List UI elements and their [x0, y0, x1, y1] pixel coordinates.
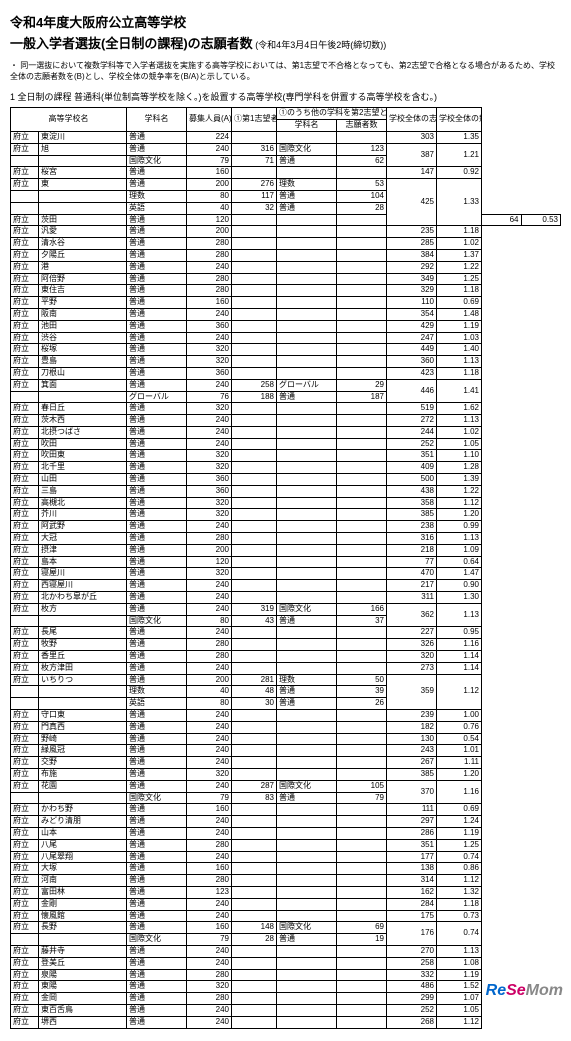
table-row: 府立北千里普通3204091.28: [11, 462, 561, 474]
title-line1: 令和4年度大阪府公立高等学校: [10, 12, 561, 31]
table-row: 府立大冠普通2803161.13: [11, 533, 561, 545]
table-row: 府立泉陽普通2803321.19: [11, 969, 561, 981]
table-row: 府立高槻北普通3203581.12: [11, 497, 561, 509]
table-row: 府立渋谷普通2402471.03: [11, 332, 561, 344]
table-row: 府立桜宮普通1601470.92: [11, 167, 561, 179]
col-choice1: ①第1志望者数: [232, 108, 277, 132]
col-choice2-head: ①のうち他の学科を第2志望としている者の数: [277, 108, 387, 120]
table-row: 府立阿倍野普通2803491.25: [11, 273, 561, 285]
table-row: 府立寝屋川普通3204701.47: [11, 568, 561, 580]
table-row: 府立島本普通120770.64: [11, 556, 561, 568]
table-row: 府立藤井寺普通2402701.13: [11, 945, 561, 957]
table-row: 府立緑風冠普通2402431.01: [11, 745, 561, 757]
table-row: 府立吹田東普通3203511.10: [11, 450, 561, 462]
table-row: 府立富田林普通1231621.32: [11, 886, 561, 898]
table-row: 府立東淀川普通2243031.35: [11, 131, 561, 143]
section-heading: 1 全日制の課程 普通科(単位制高等学校を除く。)を設置する高等学校(専門学科を…: [10, 90, 561, 103]
table-row: 府立堺西普通2402681.12: [11, 1016, 561, 1028]
table-row: 府立枚方普通240319国際文化1663621.13: [11, 603, 561, 615]
table-row: 府立箕面普通240258グローバル294461.41: [11, 379, 561, 391]
table-row: 府立東百舌鳥普通2402521.05: [11, 1004, 561, 1016]
table-row: 府立登美丘普通2402581.08: [11, 957, 561, 969]
table-row: 府立三島普通3604381.22: [11, 485, 561, 497]
title-line2: 一般入学者選抜(全日制の課程)の志願者数: [10, 36, 253, 51]
table-row: 府立旭普通240316国際文化1233871.21: [11, 143, 561, 155]
table-row: 府立豊島普通3203601.13: [11, 356, 561, 368]
table-row: 府立長野普通160148国際文化691760.74: [11, 922, 561, 934]
table-row: 府立金岡普通2802991.07: [11, 993, 561, 1005]
note-1: ・ 同一選抜において複数学科等で入学者選抜を実施する高等学校においては、第1志望…: [10, 60, 561, 82]
col-capacity: 募集人員(A): [187, 108, 232, 132]
col-choice2-dept: 学科名: [277, 120, 337, 132]
subtitle: (令和4年3月4日午後2時(締切数)): [255, 40, 386, 50]
table-row: 府立北摂つばさ普通2402441.02: [11, 426, 561, 438]
table-row: 府立北かわち皐が丘普通2403111.30: [11, 592, 561, 604]
table-row: 府立平野普通1601100.69: [11, 297, 561, 309]
col-ratio: 学校全体の競争率(B/A)*: [437, 108, 482, 132]
table-row: 府立交野普通2402671.11: [11, 757, 561, 769]
table-row: 府立吹田普通2402521.05: [11, 438, 561, 450]
table-row: 府立阪南普通2403541.48: [11, 308, 561, 320]
applicants-table: 高等学校名 学科名 募集人員(A) ①第1志望者数 ①のうち他の学科を第2志望と…: [10, 107, 561, 1028]
table-row: 府立池田普通3604291.19: [11, 320, 561, 332]
table-row: 府立枚方津田普通2402731.14: [11, 662, 561, 674]
table-row: 府立芥川普通3203851.20: [11, 509, 561, 521]
table-row: 府立河南普通2803141.12: [11, 875, 561, 887]
table-row: 府立東普通200276理数534251.33: [11, 179, 561, 191]
table-row: 府立布施普通3203851.20: [11, 769, 561, 781]
table-row: 府立牧野普通2803261.16: [11, 639, 561, 651]
table-row: 府立阿武野普通2402380.99: [11, 521, 561, 533]
table-row: 府立八尾翠翔普通2401770.74: [11, 851, 561, 863]
table-row: 府立いちりつ普通200281理数503591.12: [11, 674, 561, 686]
table-row: 府立汎愛普通2002351.18: [11, 226, 561, 238]
col-totalb: 学校全体の志願者数(B)*: [387, 108, 437, 132]
col-school: 高等学校名: [11, 108, 127, 132]
table-row: 府立清水谷普通2802851.02: [11, 238, 561, 250]
table-row: 府立桜塚普通3204491.40: [11, 344, 561, 356]
table-row: 府立山本普通2402861.19: [11, 827, 561, 839]
col-choice2-num: 志願者数: [337, 120, 387, 132]
table-row: 府立東陽普通3204861.52: [11, 981, 561, 993]
table-row: 府立門真西普通2401820.76: [11, 721, 561, 733]
table-row: 府立刀根山普通3604231.18: [11, 367, 561, 379]
table-row: 府立山田普通3605001.39: [11, 474, 561, 486]
table-row: 府立大塚普通1601380.86: [11, 863, 561, 875]
table-row: 府立長尾普通2402270.95: [11, 627, 561, 639]
table-row: 府立春日丘普通3205191.62: [11, 403, 561, 415]
table-row: 府立夕陽丘普通2803841.37: [11, 249, 561, 261]
table-row: 府立みどり清朋普通2402971.24: [11, 816, 561, 828]
table-row: 府立東住吉普通2803291.18: [11, 285, 561, 297]
table-row: 府立守口東普通2402391.00: [11, 710, 561, 722]
table-row: 府立野崎普通2401300.54: [11, 733, 561, 745]
table-row: 府立摂津普通2002181.09: [11, 544, 561, 556]
table-row: 府立八尾普通2803511.25: [11, 839, 561, 851]
resemom-logo: ReSeMom: [486, 982, 563, 1000]
table-row: 府立金剛普通2402841.18: [11, 898, 561, 910]
table-row: 府立花園普通240287国際文化1053701.16: [11, 780, 561, 792]
table-row: 府立西寝屋川普通2402170.90: [11, 580, 561, 592]
table-row: 府立香里丘普通2803201.14: [11, 651, 561, 663]
col-dept: 学科名: [127, 108, 187, 132]
table-row: 府立懐風館普通2401750.73: [11, 910, 561, 922]
table-row: 府立かわち野普通1601110.69: [11, 804, 561, 816]
table-row: 府立港普通2402921.22: [11, 261, 561, 273]
table-row: 府立茨木西普通2402721.13: [11, 415, 561, 427]
